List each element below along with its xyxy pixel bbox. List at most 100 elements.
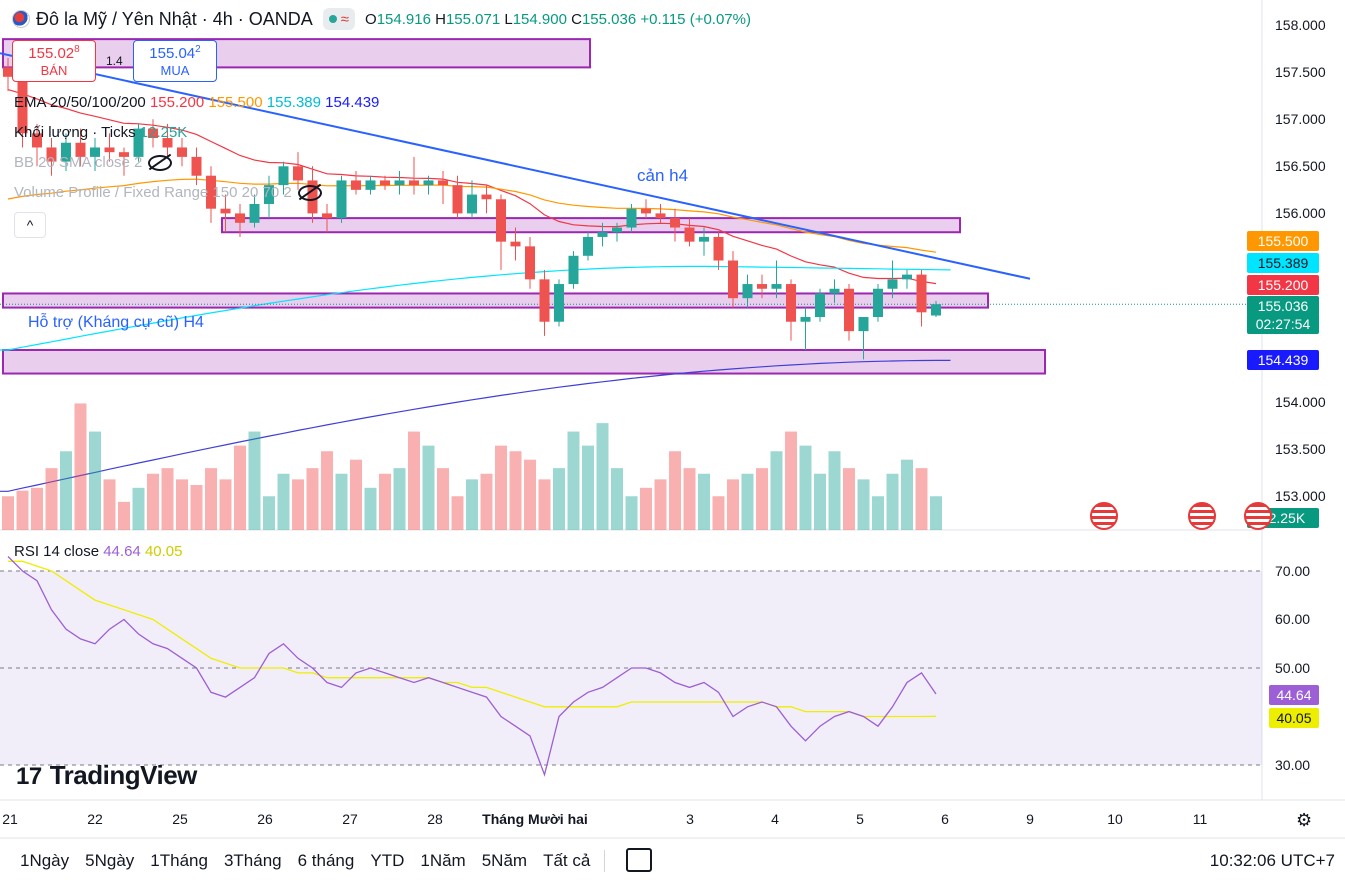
time-tick: 11 — [1192, 811, 1208, 827]
price-tick: 156.000 — [1275, 205, 1326, 221]
timeframe-1d[interactable]: 1Ngày — [20, 851, 70, 870]
ema100-price-label: 155.389 — [1247, 253, 1319, 273]
hidden-eye-icon[interactable] — [148, 155, 173, 172]
candle-body — [235, 213, 245, 223]
tradingview-logo[interactable]: 17 TradingView — [16, 760, 197, 790]
time-tick: 3 — [686, 811, 694, 827]
wave-icon: ≈ — [340, 10, 350, 28]
candle-body — [670, 218, 680, 228]
volume-bar — [437, 468, 449, 530]
candle-body — [786, 284, 796, 322]
time-tick: 25 — [172, 811, 188, 827]
volume-bar — [582, 445, 594, 530]
candle-body — [322, 213, 332, 219]
candle-body — [32, 133, 42, 148]
volume-bar — [263, 496, 275, 530]
volume-bar — [422, 445, 435, 530]
candle-body — [75, 142, 86, 157]
candle-body — [742, 284, 753, 299]
ema-legend[interactable]: EMA 20/50/100/200 155.200 155.500 155.38… — [14, 94, 380, 111]
candle-body — [452, 185, 463, 214]
support-annotation[interactable]: Hỗ trợ (Kháng cự cũ) H4 — [28, 314, 204, 331]
timeframe-1y[interactable]: 1Năm — [420, 851, 466, 870]
buy-button[interactable]: 155.042 MUA — [133, 40, 217, 82]
economic-event-icon[interactable] — [1244, 502, 1272, 530]
market-status-toggle[interactable]: ≈ — [322, 8, 356, 30]
sell-button[interactable]: 155.028 BÁN — [12, 40, 96, 82]
candle-body — [481, 194, 492, 200]
settings-gear-icon[interactable]: ⚙ — [1296, 810, 1313, 830]
candle-body — [104, 147, 115, 153]
volume-bar — [712, 496, 725, 530]
resistance-trendline — [0, 52, 1031, 280]
volume-bar — [89, 431, 101, 530]
candle-body — [684, 227, 695, 242]
timeframe-all[interactable]: Tất cả — [543, 851, 591, 870]
ema50-price-label: 155.500 — [1247, 231, 1319, 251]
ohlc-readout: O154.916 H155.071 L154.900 C155.036 +0.1… — [365, 10, 751, 28]
volume-bar — [364, 487, 377, 530]
bb-legend[interactable]: BB 20 SMA close 2 — [14, 154, 173, 172]
date-range-calendar-icon[interactable] — [626, 848, 652, 872]
candle-body — [728, 260, 738, 299]
rsi-value-label: 44.64 — [1269, 685, 1319, 705]
resistance-annotation[interactable]: cản h4 — [637, 166, 689, 185]
candle-body — [873, 288, 883, 318]
price-tick: 154.000 — [1275, 394, 1326, 410]
time-tick: 22 — [87, 811, 103, 827]
candle-body — [409, 180, 419, 186]
collapse-legend-button[interactable]: ^ — [14, 212, 46, 238]
candle-body — [568, 255, 579, 285]
timeframe-3m[interactable]: 3Tháng — [223, 851, 282, 870]
ema200-line — [0, 359, 951, 492]
hidden-eye-icon[interactable] — [297, 185, 322, 202]
volume-bar — [480, 473, 493, 530]
volume-bar — [770, 451, 783, 530]
volume-bar — [799, 445, 812, 530]
volume-bar — [872, 496, 884, 530]
timeframe-ytd[interactable]: YTD — [370, 851, 405, 870]
market-open-icon — [328, 15, 337, 23]
volume-bar — [828, 451, 841, 530]
volume-bar — [74, 403, 87, 530]
timeframe-6m[interactable]: 6 tháng — [297, 851, 355, 870]
candle-body — [829, 288, 840, 294]
candle-body — [90, 147, 100, 157]
volume-bar — [698, 473, 710, 530]
volume-legend[interactable]: Khối lượng · Ticks 12.25K — [14, 124, 188, 141]
candle-body — [902, 274, 912, 280]
symbol-title[interactable]: Đô la Mỹ / Yên Nhật · 4h · OANDA — [36, 8, 313, 29]
candle-body — [17, 76, 28, 134]
volume-profile-legend[interactable]: Volume Profile / Fixed Range 150 20 70 2 — [14, 184, 322, 202]
volume-bar — [118, 501, 130, 530]
price-tick: 156.500 — [1275, 158, 1326, 174]
economic-event-icon[interactable] — [1090, 502, 1118, 530]
time-tick: 26 — [257, 811, 273, 827]
volume-bar — [886, 473, 899, 530]
candle-body — [119, 152, 129, 157]
volume-bar — [350, 459, 362, 530]
volume-bar — [45, 468, 58, 530]
candle-body — [365, 180, 376, 190]
volume-bar — [277, 473, 290, 530]
rsi-legend[interactable]: RSI 14 close 44.64 40.05 — [14, 543, 183, 560]
volume-bar — [756, 468, 768, 530]
timeframe-5y[interactable]: 5Năm — [481, 851, 528, 870]
candle-body — [539, 279, 550, 322]
candle-body — [133, 128, 144, 157]
last-price-label: 155.036 — [1247, 296, 1319, 316]
candle-body — [496, 199, 506, 242]
candle-body — [699, 236, 709, 242]
volume-bar — [321, 451, 333, 530]
ema200-price-label: 154.439 — [1247, 350, 1319, 370]
rsi-ma-line — [8, 560, 937, 718]
price-tick: 153.500 — [1275, 441, 1326, 457]
rsi-tick: 70.00 — [1275, 563, 1311, 579]
timeframe-5d[interactable]: 5Ngày — [85, 851, 135, 870]
economic-event-icon[interactable] — [1188, 502, 1216, 530]
volume-bar — [205, 468, 217, 530]
timeframe-1m[interactable]: 1Tháng — [150, 851, 208, 870]
clock-timezone[interactable]: 10:32:06 UTC+7 — [1209, 851, 1335, 870]
rsi-line — [7, 556, 937, 777]
